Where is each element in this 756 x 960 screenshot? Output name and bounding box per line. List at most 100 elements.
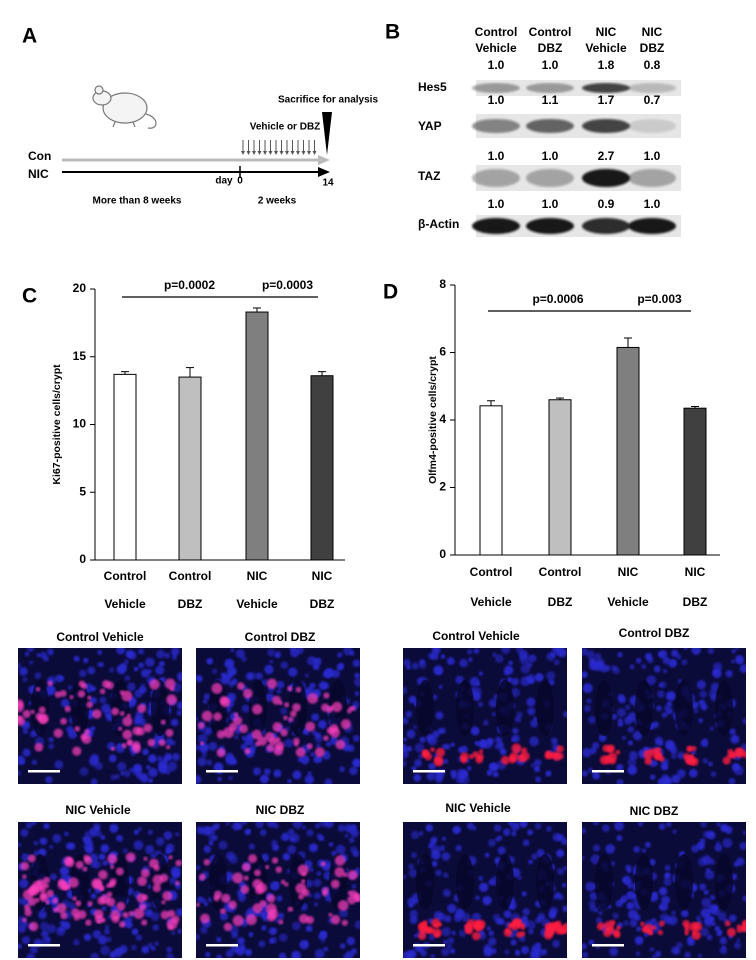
- nucleus: [86, 846, 93, 853]
- ki67-signal: [152, 883, 161, 893]
- ki67-signal: [314, 747, 325, 758]
- x-tick-label: Vehicle: [236, 597, 278, 611]
- nucleus: [592, 844, 601, 852]
- nucleus: [536, 942, 541, 947]
- olfm4-signal: [521, 747, 528, 754]
- nucleus: [586, 698, 592, 704]
- nucleus: [136, 771, 144, 780]
- nucleus: [739, 842, 746, 850]
- ki67-signal: [140, 868, 150, 878]
- nucleus: [88, 828, 98, 837]
- micrograph: [196, 822, 360, 958]
- nucleus: [410, 830, 420, 840]
- nucleus: [501, 648, 511, 654]
- nucleus: [529, 736, 539, 747]
- nucleus: [499, 748, 507, 756]
- nucleus: [458, 746, 465, 754]
- nucleus: [535, 917, 542, 924]
- ki67-signal: [39, 893, 49, 903]
- nucleus: [431, 648, 441, 655]
- nucleus: [97, 935, 108, 945]
- nucleus: [625, 704, 631, 710]
- nucleus: [447, 903, 457, 913]
- nucleus: [519, 822, 528, 828]
- nucleus: [742, 830, 746, 836]
- nucleus: [497, 846, 506, 855]
- nucleus: [282, 852, 291, 861]
- ki67-signal: [74, 725, 81, 732]
- nucleus: [315, 743, 321, 749]
- day-end: 14: [322, 178, 334, 189]
- olfm4-signal: [603, 928, 612, 938]
- nucleus: [535, 948, 544, 957]
- olfm4-signal: [596, 922, 605, 931]
- quantification: 1.0: [542, 58, 559, 72]
- nucleus: [171, 655, 177, 661]
- nucleus: [621, 735, 627, 741]
- nucleus: [425, 824, 434, 832]
- ki67-signal: [255, 885, 264, 895]
- x-tick-label: Vehicle: [470, 595, 512, 609]
- image-title: NIC DBZ: [630, 804, 679, 818]
- nucleus: [418, 754, 424, 760]
- nucleus: [259, 774, 269, 784]
- nucleus: [201, 751, 207, 758]
- nucleus: [659, 913, 669, 923]
- day-label: day: [215, 176, 233, 187]
- nucleus: [170, 740, 176, 746]
- olfm4-signal: [640, 921, 645, 927]
- nucleus: [248, 843, 255, 850]
- ki67-signal: [287, 906, 294, 912]
- ki67-signal: [242, 688, 253, 699]
- nucleus: [291, 950, 301, 958]
- crypt-lumen: [635, 854, 653, 910]
- ki67-signal: [346, 708, 352, 714]
- nucleus: [26, 648, 35, 653]
- nucleus: [344, 833, 349, 838]
- nucleus: [730, 659, 735, 664]
- nucleus: [433, 911, 443, 921]
- nucleus: [344, 824, 353, 833]
- nucleus: [710, 771, 717, 777]
- image-title: Control DBZ: [245, 630, 316, 644]
- ki67-signal: [196, 902, 200, 907]
- nucleus: [714, 925, 721, 932]
- nucleus: [407, 949, 417, 958]
- nucleus: [206, 657, 214, 665]
- nucleus: [211, 668, 218, 675]
- nucleus: [299, 754, 310, 765]
- dose-arrow-head: [290, 151, 295, 155]
- nucleus: [241, 704, 250, 713]
- ki67-signal: [295, 747, 306, 758]
- nucleus: [197, 757, 207, 767]
- x-tick-label: Vehicle: [607, 595, 649, 609]
- nucleus: [527, 707, 536, 716]
- nucleus: [22, 728, 29, 735]
- ki67-signal: [72, 896, 77, 901]
- nucleus: [635, 951, 641, 956]
- nucleus: [308, 843, 318, 853]
- x-tick-label: NIC: [312, 569, 333, 583]
- nucleus: [163, 831, 173, 840]
- ki67-signal: [162, 891, 173, 901]
- nucleus: [84, 831, 89, 836]
- ki67-signal: [110, 864, 115, 870]
- ki67-signal: [220, 908, 226, 915]
- ki67-signal: [43, 876, 51, 884]
- y-tick-label: 8: [439, 277, 446, 291]
- quantification: 2.7: [598, 149, 615, 163]
- nucleus: [406, 664, 411, 670]
- olfm4-signal: [742, 920, 746, 928]
- ki67-signal: [111, 707, 120, 716]
- nucleus: [177, 928, 182, 934]
- nucleus: [296, 648, 304, 654]
- ki67-signal: [341, 919, 348, 926]
- ki67-signal: [86, 701, 93, 708]
- nucleus: [331, 850, 337, 857]
- nucleus: [267, 648, 276, 657]
- ki67-signal: [301, 889, 310, 897]
- nucleus: [148, 754, 157, 763]
- nucleus: [46, 937, 51, 942]
- ki67-signal: [255, 741, 261, 747]
- nucleus: [196, 744, 200, 751]
